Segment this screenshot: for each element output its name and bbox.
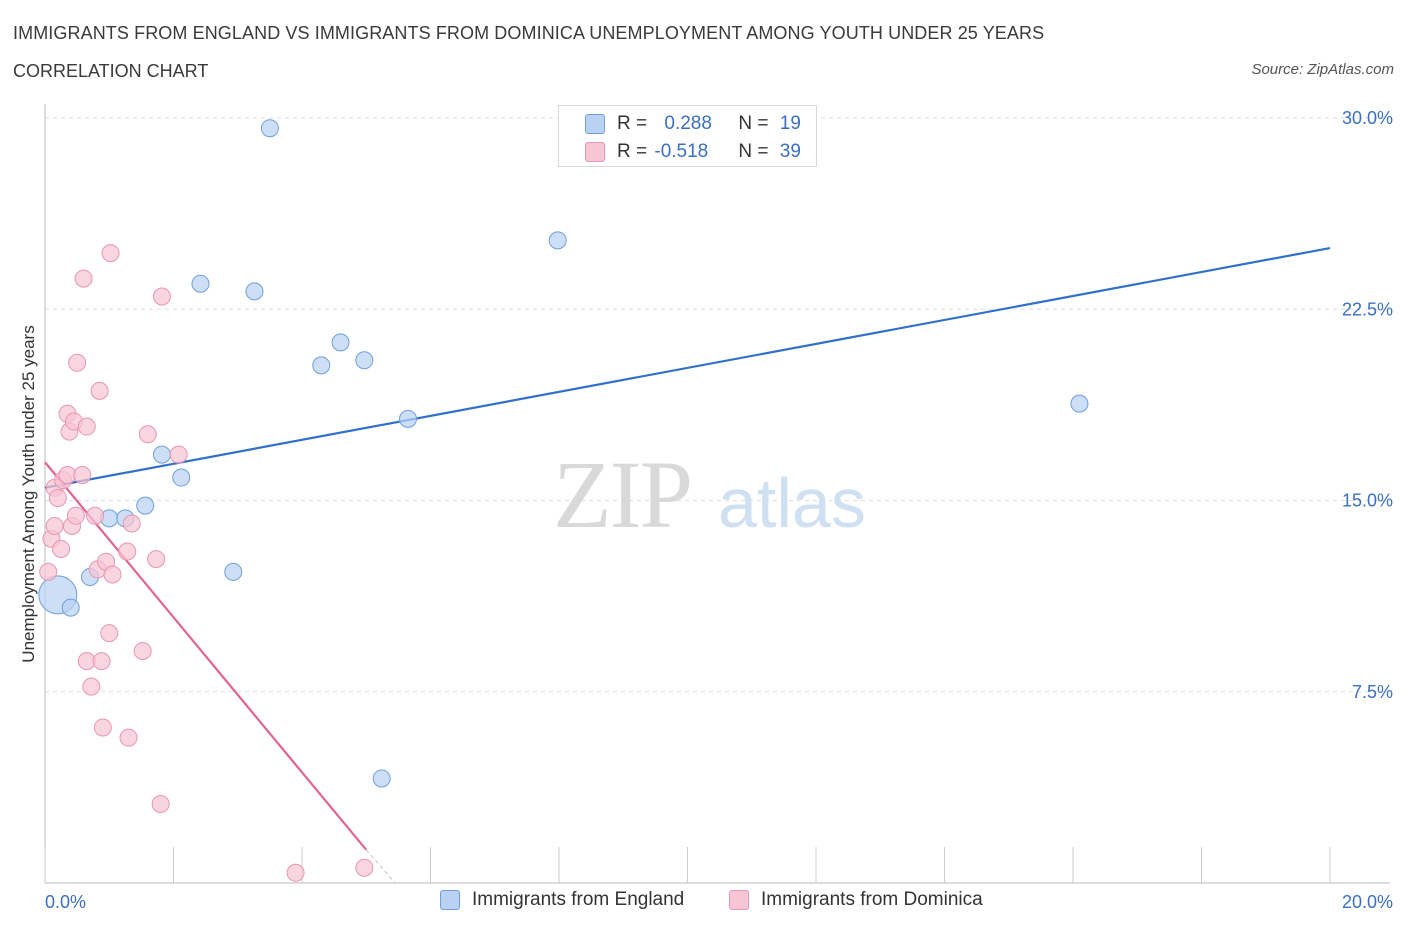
y-tick-labels: 7.5% 15.0% 22.5% 30.0% — [1342, 108, 1393, 702]
y-tick-label-0: 7.5% — [1352, 682, 1393, 702]
england-point-12 — [312, 356, 331, 375]
dominica-n-value: 39 — [779, 141, 801, 162]
dominica-r-label: R = — [617, 141, 653, 162]
legend-england-label: Immigrants from England — [472, 889, 685, 910]
dominica-point-26 — [101, 244, 120, 263]
dominica-point-29 — [119, 728, 138, 747]
stats-row-dominica: R = -0.518 N = 39 — [585, 138, 801, 166]
dominica-point-32 — [138, 425, 157, 444]
dominica-point-37 — [286, 863, 305, 882]
england-r-value: 0.288 — [664, 113, 712, 134]
legend-item-england[interactable]: Immigrants from England — [440, 889, 684, 911]
x-tick-label-0: 0.0% — [45, 892, 86, 912]
england-point-17 — [548, 231, 567, 250]
dominica-point-13 — [68, 353, 87, 372]
legend-dominica-swatch — [729, 890, 749, 910]
bottom-legend: Immigrants from England Immigrants from … — [0, 889, 1406, 917]
dominica-point-38 — [355, 858, 374, 877]
england-point-18 — [1070, 394, 1089, 413]
legend-dominica-label: Immigrants from Dominica — [761, 889, 983, 910]
dominica-point-27 — [103, 565, 122, 584]
dominica-n-label: N = — [738, 141, 774, 162]
legend-england-swatch — [440, 890, 460, 910]
dominica-point-3 — [45, 517, 64, 535]
dominica-point-25 — [100, 624, 119, 643]
england-point-6 — [152, 445, 171, 464]
dominica-point-21 — [90, 381, 109, 400]
x-tick-labels: 0.0% 20.0% — [45, 892, 1393, 912]
chart-subtitle: CORRELATION CHART — [13, 61, 209, 81]
source-label: Source: ZipAtlas.com — [1251, 61, 1394, 78]
chart-title: IMMIGRANTS FROM ENGLAND VS IMMIGRANTS FR… — [13, 23, 1045, 43]
england-point-8 — [191, 274, 210, 293]
england-point-10 — [245, 282, 264, 301]
dominica-point-4 — [48, 488, 67, 507]
dominica-r-value: -0.518 — [654, 141, 709, 162]
trend-lines — [44, 246, 1331, 884]
england-n-label: N = — [738, 113, 774, 134]
england-r-label: R = — [617, 113, 653, 134]
watermark: ZIP atlas — [553, 441, 866, 548]
grid-lines — [45, 117, 1390, 693]
england-point-16 — [399, 409, 418, 428]
watermark-zip: ZIP — [553, 441, 691, 548]
england-point-15 — [372, 769, 391, 788]
axes — [44, 104, 1390, 884]
dominica-point-0 — [39, 562, 58, 581]
y-axis-label: Unemployment Among Youth under 25 years — [19, 325, 38, 662]
dominica-point-33 — [147, 550, 166, 569]
y-tick-label-2: 22.5% — [1342, 299, 1393, 319]
dominica-point-14 — [73, 466, 92, 484]
dominica-point-31 — [133, 641, 152, 660]
dominica-point-12 — [66, 506, 85, 525]
stats-row-england: R = 0.288 N = 19 — [585, 110, 801, 138]
dominica-point-18 — [82, 677, 101, 696]
dominica-point-28 — [118, 542, 137, 561]
dominica-point-23 — [93, 718, 112, 737]
england-point-7 — [172, 468, 191, 487]
data-points — [38, 119, 1089, 882]
england-point-11 — [260, 119, 279, 138]
dominica-trend-line — [44, 461, 368, 851]
dominica-trend-extension — [365, 849, 396, 884]
x-tick-label-1: 20.0% — [1342, 892, 1393, 912]
england-point-1 — [61, 598, 80, 617]
england-n-value: 19 — [779, 113, 801, 134]
dominica-swatch — [585, 142, 605, 162]
y-tick-label-3: 30.0% — [1342, 108, 1393, 128]
england-point-5 — [136, 496, 155, 515]
dominica-point-34 — [151, 794, 170, 813]
england-point-9 — [224, 562, 243, 581]
england-swatch — [585, 114, 605, 134]
england-trend-line — [44, 246, 1331, 489]
stats-legend: R = 0.288 N = 19 R = -0.518 N = 39 — [558, 105, 817, 167]
england-point-14 — [355, 351, 374, 370]
legend-item-dominica[interactable]: Immigrants from Dominica — [729, 889, 983, 911]
dominica-point-35 — [152, 287, 171, 306]
dominica-point-22 — [92, 652, 111, 671]
dominica-point-5 — [52, 539, 71, 558]
dominica-point-19 — [86, 506, 105, 525]
y-tick-label-1: 15.0% — [1342, 491, 1393, 511]
dominica-point-15 — [74, 269, 93, 288]
dominica-point-30 — [122, 514, 141, 533]
dominica-point-36 — [169, 445, 188, 464]
england-point-13 — [331, 333, 350, 352]
dominica-point-16 — [77, 417, 96, 436]
watermark-atlas: atlas — [718, 464, 866, 542]
